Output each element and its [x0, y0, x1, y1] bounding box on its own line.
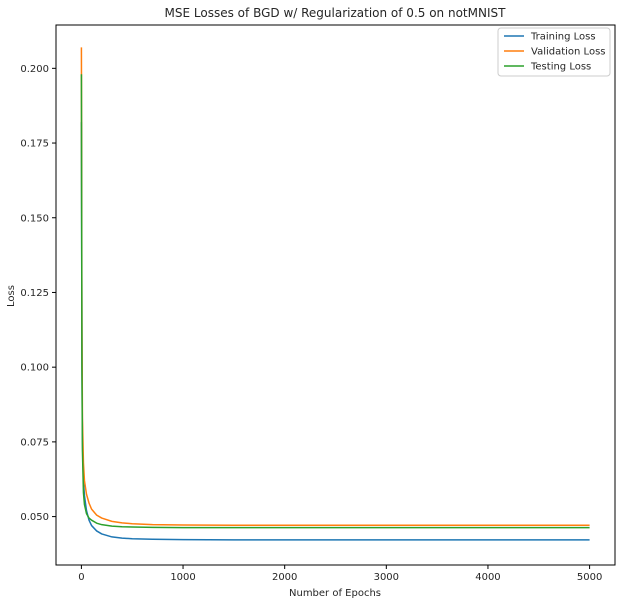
y-tick-label: 0.100 — [20, 363, 49, 374]
legend-items: Training Loss Validation Loss Testing Loss — [504, 32, 606, 73]
x-axis: 0 1000 2000 3000 4000 5000 — [78, 565, 602, 583]
x-tick-label: 4000 — [475, 572, 500, 583]
x-tick-label: 5000 — [577, 572, 602, 583]
x-axis-label: Number of Epochs — [289, 588, 381, 599]
x-tick-label: 3000 — [374, 572, 399, 583]
series-layer — [80, 47, 590, 541]
legend-label: Validation Loss — [531, 47, 606, 58]
legend-label: Training Loss — [530, 32, 596, 43]
x-tick-label: 0 — [78, 572, 84, 583]
plot-frame — [55, 24, 616, 566]
y-axis: 0.050 0.075 0.100 0.125 0.150 0.175 0.200 — [20, 64, 56, 523]
legend: Training Loss Validation Loss Testing Loss — [497, 27, 611, 77]
plot-frame — [55, 24, 616, 566]
y-tick-label: 0.050 — [20, 512, 49, 523]
y-tick-label: 0.075 — [20, 437, 49, 448]
legend-box — [497, 27, 611, 77]
legend-label: Testing Loss — [530, 62, 591, 73]
y-tick-label: 0.200 — [20, 64, 49, 75]
series-line-validation-loss — [80, 47, 590, 526]
y-tick-label: 0.175 — [20, 139, 49, 150]
plot-area — [55, 24, 616, 566]
x-tick-label: 1000 — [170, 572, 195, 583]
x-tick-label: 2000 — [272, 572, 297, 583]
chart-title: MSE Losses of BGD w/ Regularization of 0… — [165, 6, 507, 20]
series-line-testing-loss — [80, 74, 590, 529]
y-axis-label: Loss — [6, 285, 17, 307]
y-tick-label: 0.150 — [20, 213, 49, 224]
y-tick-label: 0.125 — [20, 288, 49, 299]
